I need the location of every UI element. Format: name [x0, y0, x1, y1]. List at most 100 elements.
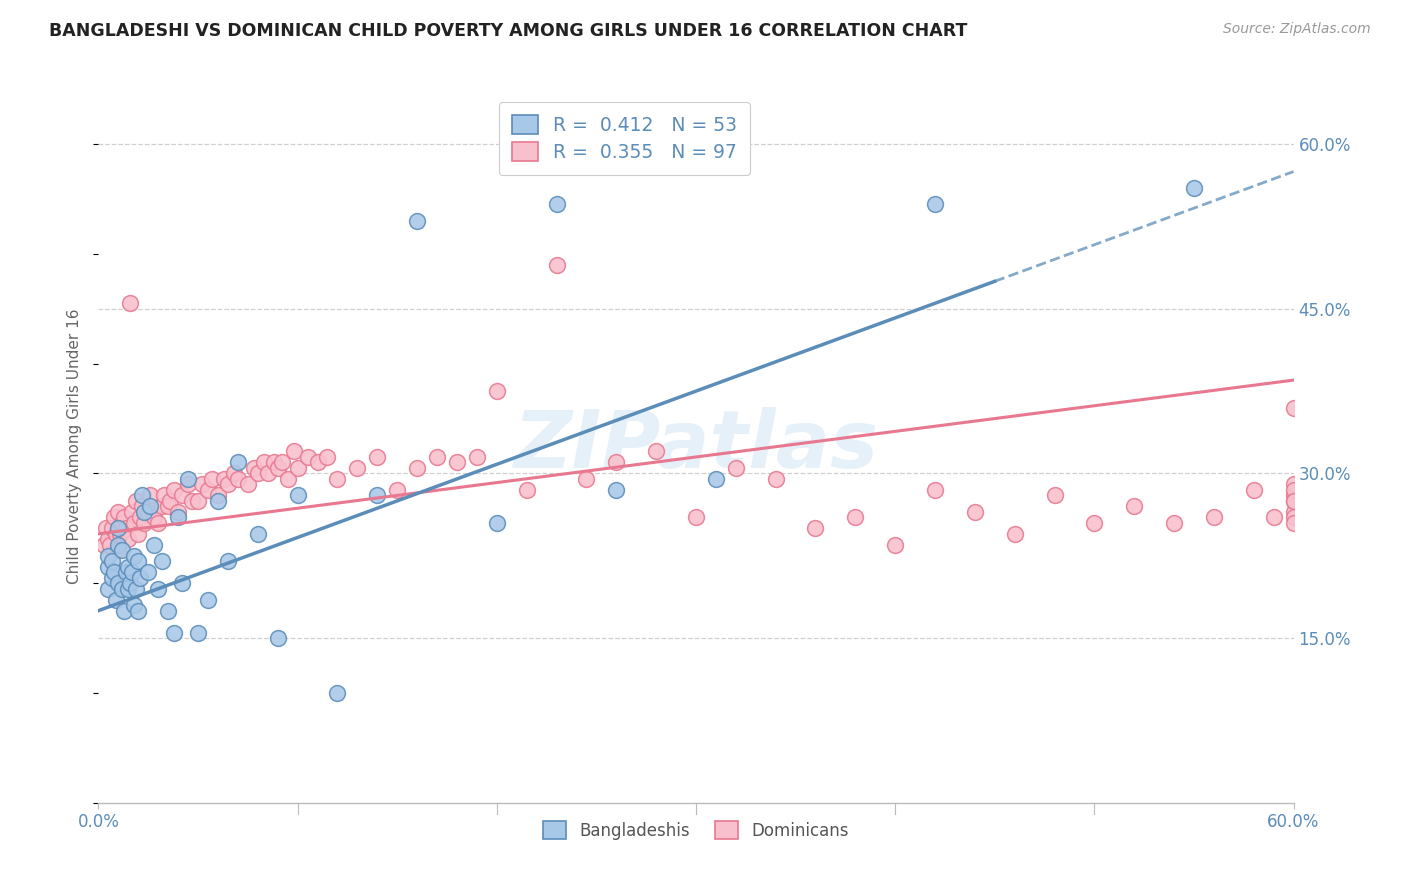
Point	[1202, 510, 1225, 524]
Point	[157, 500, 180, 514]
Point	[212, 472, 235, 486]
Point	[1263, 510, 1285, 524]
Point	[804, 521, 827, 535]
Text: ZIPatlas: ZIPatlas	[513, 407, 879, 485]
Point	[120, 576, 142, 591]
Point	[222, 467, 245, 481]
Point	[605, 455, 627, 469]
Point	[287, 488, 309, 502]
Point	[236, 477, 259, 491]
Point	[115, 566, 138, 580]
Point	[1282, 505, 1305, 519]
Point	[426, 450, 449, 464]
Point	[1282, 494, 1305, 508]
Point	[246, 526, 269, 541]
Point	[924, 483, 946, 497]
Point	[1004, 526, 1026, 541]
Point	[226, 455, 249, 469]
Point	[1243, 483, 1265, 497]
Point	[105, 592, 128, 607]
Point	[107, 521, 129, 535]
Point	[1282, 477, 1305, 491]
Point	[844, 510, 866, 524]
Point	[112, 604, 135, 618]
Point	[111, 543, 134, 558]
Point	[256, 467, 278, 481]
Point	[465, 450, 488, 464]
Point	[1282, 516, 1305, 530]
Point	[297, 450, 319, 464]
Point	[346, 461, 368, 475]
Point	[270, 455, 292, 469]
Point	[246, 467, 269, 481]
Point	[107, 538, 129, 552]
Point	[103, 510, 125, 524]
Point	[187, 494, 209, 508]
Point	[124, 516, 146, 530]
Point	[167, 505, 190, 519]
Point	[575, 472, 598, 486]
Point	[101, 554, 124, 568]
Point	[485, 516, 508, 530]
Point	[1043, 488, 1066, 502]
Point	[253, 455, 276, 469]
Point	[121, 505, 143, 519]
Point	[207, 488, 229, 502]
Point	[136, 566, 159, 580]
Y-axis label: Child Poverty Among Girls Under 16: Child Poverty Among Girls Under 16	[67, 309, 83, 583]
Point	[101, 521, 124, 535]
Point	[97, 559, 120, 574]
Point	[153, 488, 176, 502]
Point	[117, 582, 139, 596]
Point	[134, 516, 156, 530]
Point	[96, 521, 118, 535]
Point	[724, 461, 747, 475]
Point	[139, 488, 162, 502]
Point	[197, 592, 219, 607]
Point	[124, 549, 146, 563]
Point	[167, 510, 190, 524]
Point	[326, 472, 349, 486]
Point	[148, 582, 170, 596]
Point	[263, 455, 285, 469]
Point	[110, 526, 132, 541]
Point	[283, 444, 305, 458]
Point	[101, 571, 124, 585]
Point	[172, 488, 194, 502]
Point	[645, 444, 668, 458]
Point	[197, 483, 219, 497]
Point	[121, 566, 143, 580]
Point	[120, 296, 142, 310]
Point	[366, 488, 388, 502]
Point	[267, 461, 290, 475]
Point	[181, 494, 204, 508]
Point	[107, 505, 129, 519]
Point	[485, 384, 508, 398]
Point	[117, 559, 139, 574]
Point	[1123, 500, 1146, 514]
Point	[217, 477, 239, 491]
Point	[129, 510, 152, 524]
Point	[366, 450, 388, 464]
Point	[187, 625, 209, 640]
Point	[704, 472, 727, 486]
Point	[127, 554, 149, 568]
Point	[125, 494, 148, 508]
Point	[107, 543, 129, 558]
Point	[136, 505, 159, 519]
Point	[207, 494, 229, 508]
Point	[143, 538, 166, 552]
Point	[406, 461, 429, 475]
Point	[287, 461, 309, 475]
Point	[765, 472, 787, 486]
Point	[1163, 516, 1185, 530]
Point	[316, 450, 339, 464]
Point	[163, 483, 186, 497]
Point	[163, 625, 186, 640]
Point	[125, 582, 148, 596]
Point	[1282, 494, 1305, 508]
Point	[139, 500, 162, 514]
Point	[177, 477, 200, 491]
Point	[177, 472, 200, 486]
Point	[111, 582, 134, 596]
